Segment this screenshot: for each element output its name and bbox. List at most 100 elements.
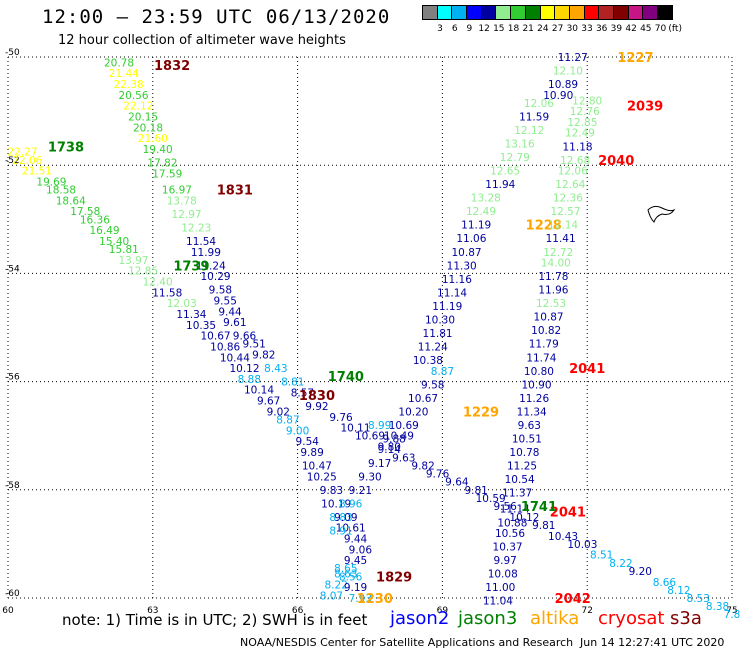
satellite-name-altika: altika — [530, 608, 580, 629]
wave-height-value: 9.09 — [334, 512, 357, 524]
wave-height-value: 10.82 — [531, 325, 561, 337]
wave-height-value: 10.38 — [413, 355, 443, 367]
wave-height-value: 8.83 — [329, 512, 352, 524]
wave-height-value: 11.14 — [500, 504, 530, 516]
wave-height-value: 8.22 — [609, 558, 632, 570]
wave-height-value: 10.49 — [384, 431, 414, 443]
wave-height-value: 10.59 — [476, 493, 506, 505]
wave-height-value: 12.64 — [555, 179, 585, 191]
wave-height-value: 10.11 — [340, 423, 370, 435]
wave-height-value: 15.81 — [109, 244, 139, 256]
wave-height-value: 9.63 — [392, 452, 415, 464]
wave-height-value: 11.24 — [418, 341, 448, 353]
legend-label: 33 — [581, 24, 593, 34]
wave-height-value: 10.87 — [452, 247, 482, 259]
wave-height-value: 10.61 — [336, 523, 366, 535]
wave-height-value: 15.40 — [99, 236, 129, 248]
footer-credit: NOAA/NESDIS Center for Satellite Applica… — [240, 636, 574, 649]
wave-height-value: 9.63 — [518, 420, 541, 432]
pass-time-label: 2042 — [555, 592, 591, 607]
wave-height-value: 13.78 — [167, 195, 197, 207]
wave-height-value: 11.04 — [483, 596, 513, 608]
wave-height-value: 10.56 — [495, 528, 525, 540]
lat-tick-label: -56 — [5, 373, 20, 383]
wave-height-value: 10.35 — [186, 320, 216, 332]
wave-height-value: 12.76 — [570, 106, 600, 118]
wave-height-value: 12.68 — [560, 155, 590, 167]
wave-height-value: 10.08 — [488, 569, 518, 581]
wave-height-value: 9.76 — [329, 412, 353, 424]
wave-height-value: 12.06 — [558, 166, 588, 178]
wave-height-value: 10.69 — [389, 420, 419, 432]
wave-height-value: 9.83 — [320, 485, 343, 497]
wave-height-value: 9.64 — [445, 477, 469, 489]
wave-height-value: 10.43 — [548, 531, 578, 543]
wave-height-value: 8.07 — [320, 590, 343, 602]
wave-height-value: 18.64 — [56, 195, 86, 207]
wave-height-value: 14.00 — [541, 258, 571, 270]
wave-height-value: 10.87 — [534, 312, 564, 324]
wave-height-value: 10.69 — [355, 431, 385, 443]
lat-tick-label: -60 — [5, 589, 20, 599]
wave-height-value: 21.44 — [109, 68, 139, 80]
pass-time-label: 1831 — [217, 184, 253, 199]
wave-height-value: 8.56 — [339, 571, 363, 583]
wave-height-value: 13.28 — [471, 193, 501, 205]
wave-height-value: 7.8 — [724, 609, 740, 621]
wave-height-value: 11.00 — [485, 582, 515, 594]
pass-time-label: 2041 — [569, 362, 605, 377]
wave-height-value: 10.19 — [321, 498, 351, 510]
wave-height-value: 11.34 — [176, 309, 206, 321]
wave-height-value: 20.15 — [128, 112, 158, 124]
wave-height-value: 19.40 — [143, 144, 173, 156]
wave-height-value: 10.12 — [509, 512, 539, 524]
wave-height-value: 9.21 — [349, 485, 372, 497]
wave-height-value: 9.80 — [378, 442, 401, 454]
legend-swatch — [657, 5, 673, 20]
wave-height-value: 10.12 — [229, 363, 259, 375]
wave-height-value: 10.88 — [497, 517, 527, 529]
legend-label: 27 — [551, 24, 564, 34]
wave-height-value: 8.87 — [276, 414, 299, 426]
wave-height-value: 11.16 — [442, 274, 472, 286]
lat-tick-label: -50 — [5, 48, 20, 58]
wave-height-value: 11.34 — [517, 406, 547, 418]
satellite-name-cryosat: cryosat — [598, 608, 665, 629]
wave-height-value: 10.78 — [509, 447, 539, 459]
legend-label: 70 — [654, 24, 667, 34]
wave-height-value: 12.36 — [553, 193, 583, 205]
wave-height-value: 9.14 — [378, 444, 402, 456]
wave-height-value: 10.54 — [505, 474, 535, 486]
wave-height-value: 12.06 — [524, 98, 554, 110]
satellite-name-jason2: jason2 — [390, 608, 450, 629]
wave-height-value: 11.58 — [152, 287, 182, 299]
wave-height-value: 10.86 — [210, 341, 240, 353]
wave-height-value: 21.51 — [22, 166, 52, 178]
wave-height-value: 10.20 — [398, 406, 428, 418]
legend-label: 3 — [437, 24, 443, 34]
wave-height-value: 9.58 — [209, 285, 232, 297]
wave-height-value: 8.96 — [339, 498, 363, 510]
lon-tick-label: 69 — [437, 606, 449, 616]
wave-height-value: 12.85 — [128, 266, 158, 278]
pass-time-label: 1741 — [521, 500, 557, 515]
wave-height-value: 8.22 — [325, 579, 348, 591]
wave-height-value: 9.44 — [218, 306, 242, 318]
lat-tick-label: -58 — [5, 481, 20, 491]
legend-label: 45 — [640, 24, 652, 34]
legend-label: 15 — [493, 24, 505, 34]
wave-height-value: 9.97 — [493, 555, 516, 567]
wave-height-value: 10.47 — [302, 460, 332, 472]
island-outline — [647, 205, 676, 223]
wave-height-value: 12.10 — [553, 66, 583, 78]
wave-height-value: 20.18 — [133, 122, 163, 134]
wave-height-value: 12.49 — [565, 128, 595, 140]
wave-height-value: 8.57 — [291, 387, 314, 399]
wave-height-value: 12.53 — [536, 298, 566, 310]
wave-height-value: 11.99 — [191, 247, 221, 259]
wave-height-value: 11.81 — [423, 328, 453, 340]
legend-label: 24 — [537, 24, 549, 34]
wave-height-value: 22.38 — [114, 79, 144, 91]
wave-height-value: 9.20 — [629, 566, 652, 578]
wave-height-value: 20.56 — [118, 90, 148, 102]
